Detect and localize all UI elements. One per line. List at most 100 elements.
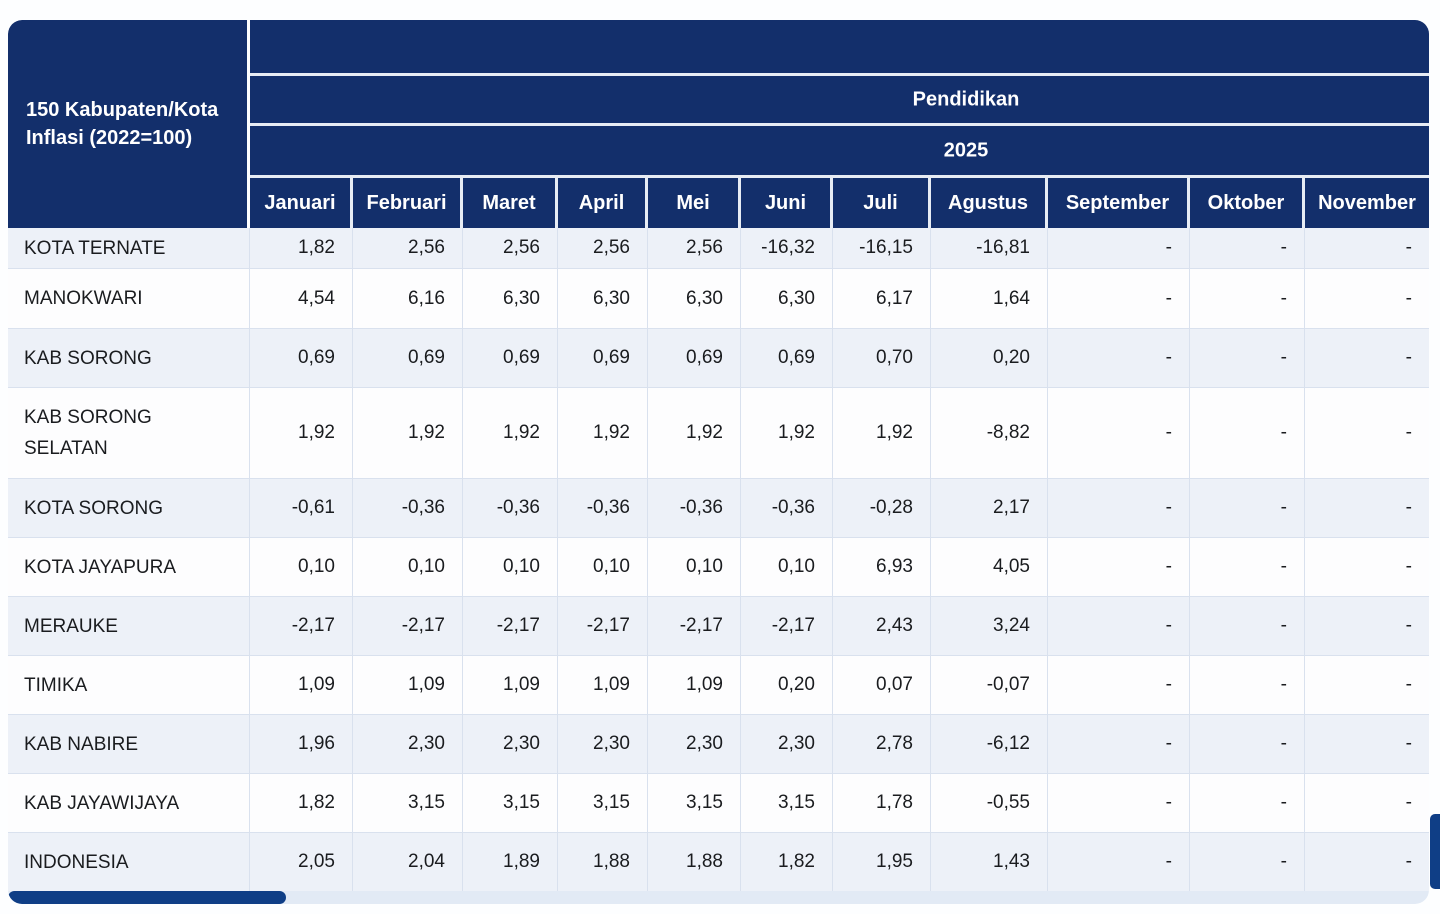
value-cell: 1,92	[741, 388, 833, 478]
value-cell: 0,20	[741, 656, 833, 714]
region-name-cell: KOTA JAYAPURA	[8, 538, 250, 596]
table-row: KAB SORONG SELATAN 1,92 1,92 1,92 1,92 1,92 1,…	[8, 387, 1429, 478]
value-cell: -0,36	[353, 479, 463, 537]
value-cell: 4,54	[250, 269, 353, 328]
horizontal-scrollbar-thumb[interactable]	[8, 891, 286, 904]
value-cell: 1,89	[463, 833, 558, 891]
value-cell: -	[1048, 329, 1190, 387]
value-cell: -	[1405, 497, 1412, 518]
value-cell: 0,70	[833, 329, 931, 387]
value-cell: 2,56	[463, 228, 558, 268]
value-cell: 2,30	[353, 715, 463, 773]
value-cell: -16,32	[741, 228, 833, 268]
header-divider-line	[250, 123, 1429, 126]
value-cell: -	[1190, 269, 1305, 328]
value-cell: 0,10	[250, 538, 353, 596]
value-cell: 0,10	[648, 538, 741, 596]
value-cell: -0,36	[648, 479, 741, 537]
value-cell: 1,82	[741, 833, 833, 891]
table-row: KOTA TERNATE 1,82 2,56 2,56 2,56 2,56 -16,32 -1…	[8, 228, 1429, 268]
month-header-juli: Juli	[833, 178, 931, 228]
value-cell: -	[1190, 388, 1305, 478]
value-cell: 2,56	[353, 228, 463, 268]
value-cell: -	[1190, 656, 1305, 714]
vertical-scrollbar-thumb[interactable]	[1430, 814, 1440, 889]
value-cell: 2,17	[931, 479, 1048, 537]
month-header-november: November	[1318, 191, 1416, 214]
value-cell: 0,10	[558, 538, 648, 596]
value-cell: -	[1048, 388, 1190, 478]
value-cell: 0,69	[463, 329, 558, 387]
value-cell: -	[1048, 833, 1190, 891]
value-cell: 2,30	[463, 715, 558, 773]
value-cell: 1,64	[931, 269, 1048, 328]
value-cell: -	[1190, 479, 1305, 537]
value-cell: -0,36	[741, 479, 833, 537]
value-cell: -	[1190, 833, 1305, 891]
value-cell: -0,36	[558, 479, 648, 537]
value-cell: -2,17	[463, 597, 558, 655]
value-cell: 1,09	[463, 656, 558, 714]
value-cell: 3,15	[353, 774, 463, 832]
month-header-oktober: Oktober	[1190, 178, 1305, 228]
value-cell: 3,15	[741, 774, 833, 832]
value-cell: -	[1048, 597, 1190, 655]
value-cell: 4,05	[931, 538, 1048, 596]
header-divider-line	[250, 73, 1429, 76]
value-cell: 3,15	[558, 774, 648, 832]
value-cell: -2,17	[741, 597, 833, 655]
year-header-row: 2025	[250, 126, 1429, 175]
value-cell: -	[1048, 269, 1190, 328]
value-cell: 0,10	[741, 538, 833, 596]
value-cell: 0,20	[931, 329, 1048, 387]
value-cell: 0,10	[353, 538, 463, 596]
table-row: KAB NABIRE 1,96 2,30 2,30 2,30 2,30 2,30 2,78 -6…	[8, 714, 1429, 773]
value-cell: -	[1405, 287, 1412, 309]
value-cell: 1,82	[250, 228, 353, 268]
group-header-row: Pendidikan	[250, 76, 1429, 123]
region-name-cell: TIMIKA	[8, 656, 250, 714]
table-row: INDONESIA 2,05 2,04 1,89 1,88 1,88 1,82 1,95 1,4…	[8, 832, 1429, 891]
value-cell: -0,07	[931, 656, 1048, 714]
value-cell: 1,88	[558, 833, 648, 891]
month-header-september: September	[1048, 178, 1190, 228]
value-cell: 0,69	[353, 329, 463, 387]
value-cell: 1,09	[558, 656, 648, 714]
horizontal-scrollbar[interactable]	[8, 891, 1429, 904]
value-cell: 1,78	[833, 774, 931, 832]
month-header-februari: Februari	[353, 178, 463, 228]
value-cell: -	[1405, 556, 1412, 577]
value-cell: -16,15	[833, 228, 931, 268]
value-cell: -0,28	[833, 479, 931, 537]
value-cell: 0,69	[741, 329, 833, 387]
value-cell: 6,30	[463, 269, 558, 328]
table-row: KAB JAYAWIJAYA 1,82 3,15 3,15 3,15 3,15 3,15 1,…	[8, 773, 1429, 832]
table-body: KOTA TERNATE 1,82 2,56 2,56 2,56 2,56 -16,32 -1…	[8, 228, 1429, 891]
value-cell: -	[1048, 479, 1190, 537]
region-name-cell: KAB SORONG	[8, 329, 250, 387]
table-row: MERAUKE -2,17 -2,17 -2,17 -2,17 -2,17 -2,17 2,4…	[8, 596, 1429, 655]
value-cell: 1,88	[648, 833, 741, 891]
value-cell: 6,93	[833, 538, 931, 596]
region-name-cell: KOTA TERNATE	[8, 228, 250, 268]
value-cell: 1,92	[833, 388, 931, 478]
month-header-mei: Mei	[648, 178, 741, 228]
value-cell: 3,15	[463, 774, 558, 832]
region-name-cell: INDONESIA	[8, 833, 250, 891]
value-cell: 1,92	[558, 388, 648, 478]
value-cell: -16,81	[931, 228, 1048, 268]
value-cell: 1,92	[250, 388, 353, 478]
value-cell: -2,17	[250, 597, 353, 655]
table-title-cell: 150 Kabupaten/Kota Inflasi (2022=100)	[8, 20, 247, 228]
value-cell: 2,56	[648, 228, 741, 268]
value-cell: 2,30	[558, 715, 648, 773]
value-cell: 6,30	[648, 269, 741, 328]
value-cell: -	[1048, 228, 1190, 268]
table-row: MANOKWARI 4,54 6,16 6,30 6,30 6,30 6,30 6,17 1,6…	[8, 268, 1429, 328]
table-header: 150 Kabupaten/Kota Inflasi (2022=100) Pe…	[8, 20, 1429, 228]
value-cell: -	[1190, 715, 1305, 773]
table-row: KOTA JAYAPURA 0,10 0,10 0,10 0,10 0,10 0,10 6,9…	[8, 537, 1429, 596]
value-cell: 1,43	[931, 833, 1048, 891]
value-cell: -	[1405, 237, 1412, 258]
table-title: 150 Kabupaten/Kota Inflasi (2022=100)	[26, 99, 219, 149]
